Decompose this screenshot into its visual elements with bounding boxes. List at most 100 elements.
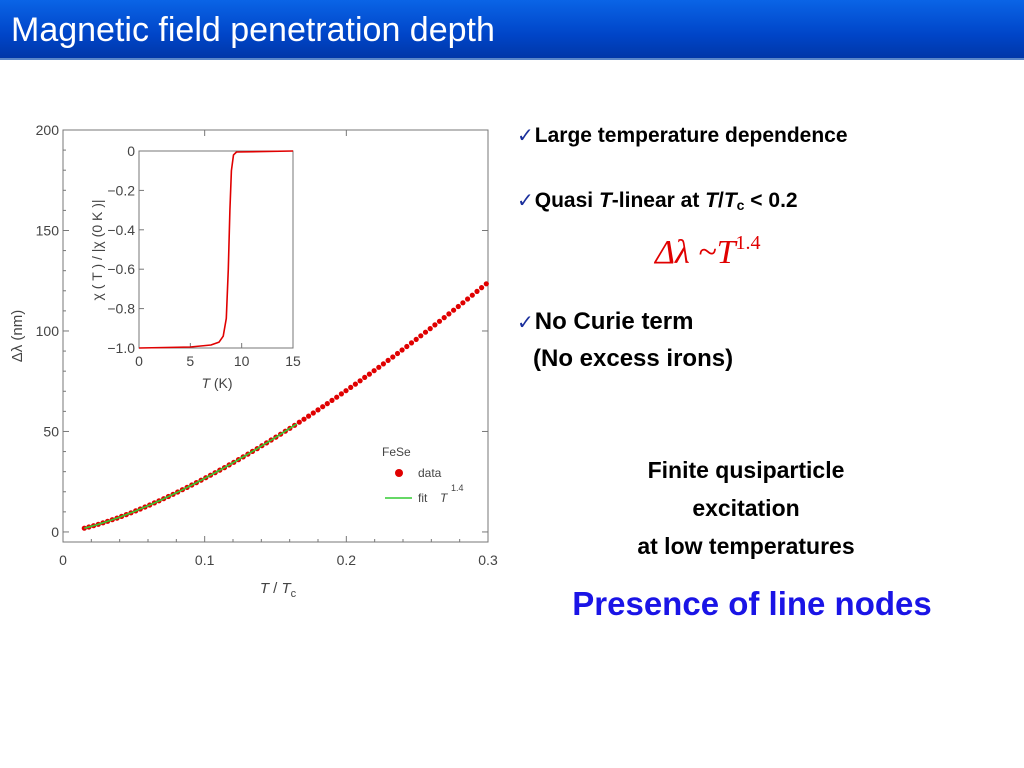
legend: FeSe data fit T1.4 — [382, 445, 464, 505]
data-point — [306, 413, 312, 419]
slide-title: Magnetic field penetration depth — [11, 11, 495, 49]
data-point — [436, 318, 443, 324]
data-point — [460, 300, 466, 306]
data-point — [371, 368, 377, 374]
inset-x-tick-label: 0 — [135, 353, 143, 369]
data-point — [366, 371, 372, 377]
inset-plot: 0 5 10 15 −1.0 −0.8 −0.6 −0.4 −0.2 0 T (K) χ ( T ) … — [89, 143, 301, 391]
check-icon: ✓ — [517, 190, 534, 212]
data-point — [469, 292, 475, 298]
data-point — [390, 354, 396, 360]
bullet-no-curie: ✓No Curie term — [517, 308, 693, 336]
data-point — [446, 311, 452, 317]
data-point — [451, 307, 457, 313]
data-point — [338, 391, 344, 397]
bullet-2-pre: Quasi — [534, 189, 599, 212]
formula-main: Δλ ~T — [655, 234, 736, 271]
susceptibility-curve — [138, 150, 294, 349]
formula-exponent: 1.4 — [735, 232, 761, 254]
legend-data-label: data — [418, 466, 442, 480]
y-axis-label: Δλ (nm) — [9, 310, 26, 363]
data-point — [324, 401, 330, 407]
check-icon: ✓ — [517, 125, 534, 147]
inset-frame — [138, 150, 294, 349]
data-point — [310, 410, 316, 416]
data-point — [315, 407, 321, 413]
data-point — [394, 350, 401, 357]
inset-y-tick-label: −1.0 — [107, 340, 135, 356]
finite-excitation-text: Finite qusiparticle excitation at low te… — [560, 451, 932, 565]
y-tick-label: 150 — [36, 222, 60, 238]
data-point — [422, 329, 429, 335]
x-axis-label: T / Tc — [260, 580, 297, 600]
fit-line — [84, 423, 298, 529]
data-point — [296, 419, 302, 425]
data-point — [362, 374, 368, 380]
data-point — [343, 388, 349, 394]
check-icon: ✓ — [517, 312, 534, 334]
conclusion-text: Presence of line nodes — [572, 585, 932, 622]
data-point — [455, 303, 461, 310]
bullet-1-text: Large temperature dependence — [534, 124, 848, 147]
inset-y-tick-label: −0.8 — [107, 301, 135, 317]
data-point — [357, 378, 363, 384]
inset-y-tick-label: −0.2 — [107, 182, 135, 198]
legend-fit-T: T — [440, 491, 449, 505]
inset-x-axis-label: T (K) — [201, 375, 232, 391]
inset-y-tick-label: −0.4 — [107, 222, 135, 238]
x-tick-label: 0.1 — [195, 552, 215, 568]
data-point — [413, 336, 419, 342]
data-point — [376, 364, 382, 370]
bullet-2-slash: / — [718, 189, 724, 212]
data-point — [483, 281, 489, 287]
bullet-3-line2: (No excess irons) — [533, 345, 734, 372]
data-point — [320, 404, 326, 410]
legend-title: FeSe — [382, 445, 411, 459]
x-tick-label: 0 — [59, 552, 67, 568]
y-tick-label: 50 — [43, 423, 59, 439]
finite-line-2: excitation — [692, 495, 800, 521]
data-point — [479, 285, 485, 291]
inset-x-tick-label: 5 — [186, 353, 194, 369]
data-point — [432, 322, 438, 328]
main-plot-frame — [62, 129, 489, 543]
inset-y-tick-label: 0 — [127, 143, 135, 159]
data-point — [418, 333, 424, 339]
inset-x-tick-label: 10 — [234, 353, 250, 369]
y-tick-label: 0 — [51, 524, 59, 540]
bullet-2-sub: c — [736, 197, 745, 213]
data-point — [404, 343, 410, 350]
bullet-2-t2: T — [705, 189, 718, 212]
bullet-quasi-linear: ✓Quasi T-linear at T/Tc < 0.2 — [517, 188, 798, 213]
data-point — [385, 357, 391, 363]
bullet-3-line1: No Curie term — [534, 308, 694, 335]
data-point — [348, 384, 354, 390]
data-point — [399, 347, 405, 353]
legend-fit-label: fit — [418, 491, 428, 505]
bullet-2-t3: T — [723, 189, 737, 212]
x-tick-label: 0.2 — [337, 552, 357, 568]
data-point — [301, 416, 307, 422]
bullet-2-t: T — [598, 189, 612, 212]
finite-line-3: at low temperatures — [637, 533, 855, 559]
data-point — [352, 381, 358, 387]
finite-line-1: Finite qusiparticle — [647, 457, 845, 483]
data-point — [441, 315, 447, 321]
data-point — [474, 288, 480, 294]
y-tick-label: 200 — [36, 122, 60, 138]
title-bar: Magnetic field penetration depth — [0, 0, 1024, 60]
inset-y-axis-label: χ ( T ) / |χ (0 K )| — [89, 199, 105, 300]
x-tick-label: 0.3 — [478, 552, 498, 568]
data-point — [408, 340, 415, 346]
bullet-2-mid: -linear at — [611, 189, 706, 212]
inset-y-tick-label: −0.6 — [107, 261, 135, 277]
data-point — [380, 361, 386, 367]
data-point — [465, 296, 471, 302]
legend-data-marker — [395, 469, 403, 477]
y-tick-label: 100 — [36, 323, 60, 339]
data-point — [334, 394, 340, 400]
inset-x-tick-label: 15 — [285, 353, 301, 369]
data-point — [427, 326, 433, 332]
